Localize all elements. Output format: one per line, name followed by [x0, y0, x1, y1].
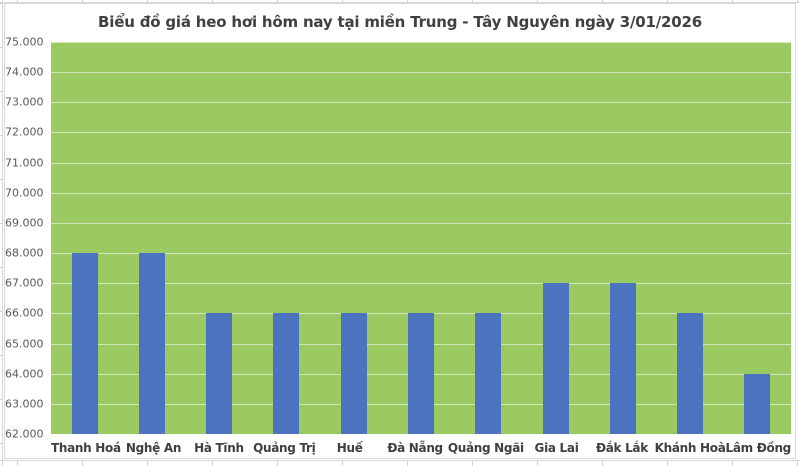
x-tick-label: Nghệ An	[125, 441, 182, 455]
y-tick-label: 66.000	[5, 306, 44, 320]
y-tick-label: 74.000	[5, 65, 44, 79]
gridline	[51, 72, 791, 74]
spreadsheet-gridline-bottom	[0, 460, 800, 461]
gridline	[51, 162, 791, 164]
bar	[744, 373, 771, 434]
spreadsheet-gridline-left	[2, 0, 3, 466]
bar	[475, 313, 502, 434]
y-tick-label: 71.000	[5, 156, 44, 170]
x-axis-labels: Thanh Hoá Nghệ An Hà Tĩnh Quảng Trị Huế Đà Nẵ…	[51, 438, 791, 458]
y-tick-label: 65.000	[5, 337, 44, 351]
x-tick-label: Quảng Trị	[253, 441, 316, 455]
y-tick-label: 72.000	[5, 125, 44, 139]
bar	[71, 253, 98, 434]
bar	[206, 313, 233, 434]
x-tick-label: Lâm Đồng	[725, 441, 792, 455]
bar	[273, 313, 300, 434]
y-tick-label: 70.000	[5, 186, 44, 200]
plot-area	[51, 42, 791, 435]
y-tick-label: 62.000	[5, 427, 44, 441]
bar	[138, 253, 165, 434]
gridline	[51, 253, 791, 255]
x-tick-label: Đà Nẵng	[387, 441, 443, 455]
spreadsheet-column-ticks-bottom	[0, 461, 800, 466]
spreadsheet-column-ticks-top	[0, 0, 800, 3]
gridline	[51, 434, 791, 435]
chart-container: Biểu đồ giá heo hơi hôm nay tại miền Tru…	[4, 3, 796, 459]
x-tick-label: Quảng Ngãi	[447, 441, 524, 455]
x-tick-label: Khánh Hoà	[654, 441, 726, 455]
y-tick-label: 67.000	[5, 276, 44, 290]
y-tick-label: 69.000	[5, 216, 44, 230]
bar	[408, 313, 434, 434]
gridline	[51, 222, 791, 224]
x-tick-label: Thanh Hoá	[51, 441, 121, 455]
y-tick-label: 64.000	[5, 367, 44, 381]
bar	[677, 313, 704, 434]
spreadsheet-row-ticks-left	[0, 0, 3, 466]
gridline	[51, 283, 791, 285]
y-tick-label: 73.000	[5, 95, 44, 109]
bar	[340, 313, 367, 434]
x-tick-label: Huế	[336, 441, 363, 455]
bar	[542, 283, 569, 434]
y-axis-labels: 75.000 74.000 73.000 72.000 71.000 70.000 69.0…	[5, 36, 46, 441]
gridline	[51, 102, 791, 104]
bar	[609, 283, 636, 434]
x-tick-label: Gia Lai	[534, 441, 579, 455]
gridline	[51, 132, 791, 134]
y-tick-label: 68.000	[5, 246, 44, 260]
chart-title: Biểu đồ giá heo hơi hôm nay tại miền Tru…	[98, 13, 702, 31]
x-tick-label: Đắk Lắk	[595, 441, 648, 455]
spreadsheet-gridline-top	[0, 2, 800, 3]
y-tick-label: 75.000	[5, 35, 44, 49]
x-tick-label: Hà Tĩnh	[194, 441, 244, 455]
y-tick-label: 63.000	[5, 397, 44, 411]
gridline	[51, 42, 791, 43]
gridline	[51, 192, 791, 194]
